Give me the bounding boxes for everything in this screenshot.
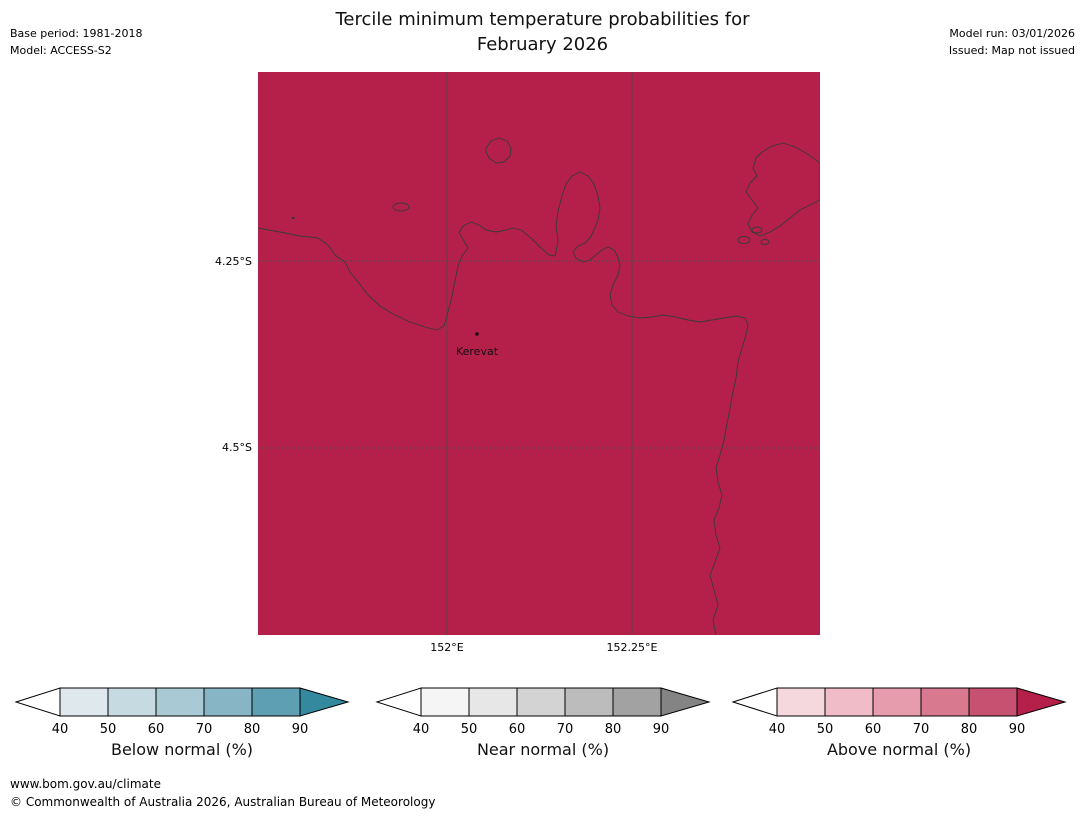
island-small-west <box>392 202 410 212</box>
legend-title-above: Above normal (%) <box>826 740 972 759</box>
svg-text:90: 90 <box>1009 722 1026 737</box>
coastline-new-ireland <box>745 142 821 237</box>
legend-title-near: Near normal (%) <box>476 740 610 759</box>
page-title-line2: February 2026 <box>476 34 609 55</box>
svg-text:80: 80 <box>605 722 622 737</box>
lon-label-15225e: 152.25°E <box>606 641 658 654</box>
islet-tiny-dot <box>292 217 295 219</box>
svg-text:70: 70 <box>913 722 930 737</box>
legend-colorbar-above: 40 50 60 70 80 90 <box>731 687 1067 737</box>
svg-text:50: 50 <box>461 722 478 737</box>
kerevat-label: Kerevat <box>456 345 499 358</box>
legend-near-normal: 40 50 60 70 80 90 Near normal (%) <box>375 686 711 759</box>
svg-text:40: 40 <box>769 722 786 737</box>
islet-duke-of-york-2 <box>751 226 763 234</box>
legend-above-normal: 40 50 60 70 80 90 Above normal (%) <box>731 686 1067 759</box>
legend-title-below: Below normal (%) <box>110 740 254 759</box>
map-canvas: Kerevat <box>257 72 821 636</box>
meta-right: Model run: 03/01/2026 Issued: Map not is… <box>949 25 1075 59</box>
svg-text:40: 40 <box>52 722 69 737</box>
svg-text:80: 80 <box>244 722 261 737</box>
legend-colorbar-near: 40 50 60 70 80 90 <box>375 687 711 737</box>
lat-label-425s: 4.25°S <box>215 255 252 268</box>
island-watom <box>485 137 512 164</box>
svg-text:70: 70 <box>557 722 574 737</box>
svg-text:60: 60 <box>865 722 882 737</box>
svg-text:60: 60 <box>509 722 526 737</box>
svg-text:50: 50 <box>100 722 117 737</box>
legend-below-normal: 40 50 60 70 80 90 Below normal (%) <box>14 686 350 759</box>
islet-duke-of-york-3 <box>760 239 770 245</box>
kerevat-marker <box>475 332 479 336</box>
svg-text:80: 80 <box>961 722 978 737</box>
meta-base-period: Base period: 1981-2018 <box>10 27 143 40</box>
islet-duke-of-york-1 <box>737 236 751 244</box>
svg-text:50: 50 <box>817 722 834 737</box>
lat-label-45s: 4.5°S <box>222 441 252 454</box>
svg-text:90: 90 <box>653 722 670 737</box>
svg-text:40: 40 <box>413 722 430 737</box>
footer-url: www.bom.gov.au/climate <box>10 777 161 791</box>
footer-copyright: © Commonwealth of Australia 2026, Austra… <box>10 795 436 809</box>
meta-model-run: Model run: 03/01/2026 <box>949 27 1075 40</box>
meta-left: Base period: 1981-2018 Model: ACCESS-S2 <box>10 25 142 59</box>
coastline-new-britain <box>257 171 749 636</box>
map-fill <box>258 72 820 635</box>
map: Kerevat <box>257 72 821 636</box>
svg-text:60: 60 <box>148 722 165 737</box>
svg-text:70: 70 <box>196 722 213 737</box>
page-title-line1: Tercile minimum temperature probabilitie… <box>335 9 750 30</box>
lon-label-152e: 152°E <box>430 641 464 654</box>
svg-text:90: 90 <box>292 722 309 737</box>
legend-colorbar-below: 40 50 60 70 80 90 <box>14 687 350 737</box>
page-title: Tercile minimum temperature probabilitie… <box>0 7 1085 57</box>
meta-issued: Issued: Map not issued <box>948 44 1075 57</box>
meta-model: Model: ACCESS-S2 <box>10 44 112 57</box>
